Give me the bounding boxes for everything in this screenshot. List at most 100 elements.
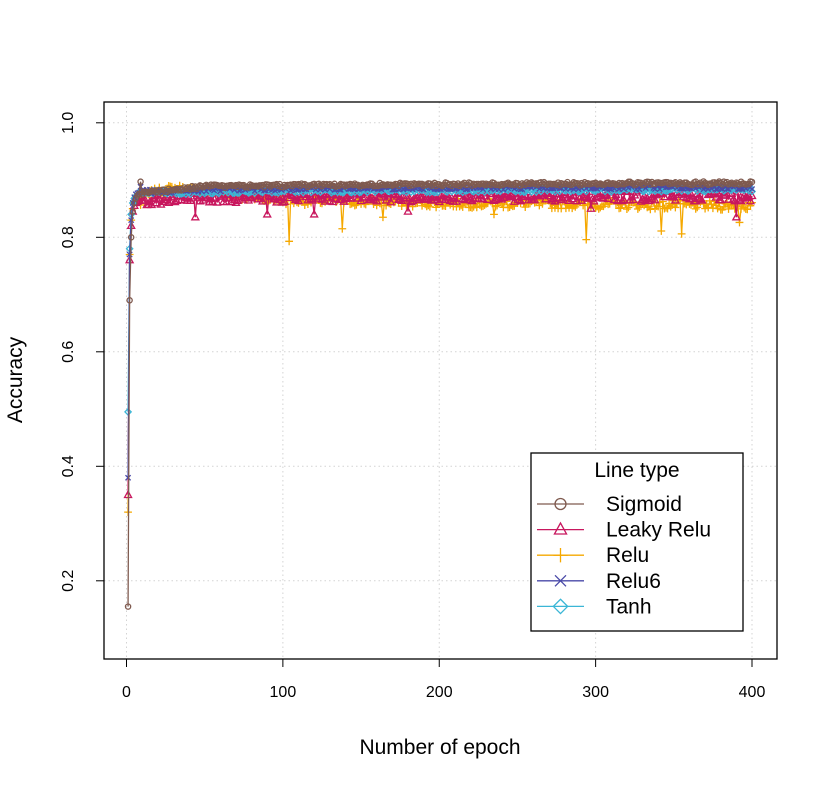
data-point xyxy=(628,194,638,203)
data-point xyxy=(350,201,359,210)
data-point xyxy=(240,192,250,201)
data-point xyxy=(569,190,579,200)
data-point xyxy=(379,213,387,222)
data-point xyxy=(190,212,200,221)
data-point xyxy=(420,182,427,190)
data-point xyxy=(285,237,294,246)
data-point xyxy=(624,203,633,212)
data-point xyxy=(600,190,610,200)
data-point xyxy=(490,194,501,204)
data-point xyxy=(272,197,282,206)
data-point xyxy=(490,210,498,219)
y-tick-label: 0.2 xyxy=(60,570,77,592)
series-layer xyxy=(123,178,757,610)
legend-box xyxy=(530,452,744,632)
data-point xyxy=(320,196,330,205)
data-point xyxy=(693,203,702,212)
data-point xyxy=(731,212,741,221)
data-point xyxy=(185,195,196,204)
data-point xyxy=(666,202,675,211)
data-point xyxy=(697,195,707,204)
data-point xyxy=(658,197,667,206)
data-point xyxy=(734,195,745,204)
data-point xyxy=(458,193,468,202)
x-tick-label: 0 xyxy=(122,684,131,701)
data-point xyxy=(207,196,218,205)
y-tick-label: 0.8 xyxy=(60,226,77,248)
data-point xyxy=(451,196,462,205)
data-point xyxy=(483,194,493,203)
x-tick-label: 400 xyxy=(739,684,766,701)
data-point xyxy=(619,194,629,204)
series-line xyxy=(127,186,753,412)
legend-label: Relu6 xyxy=(606,570,661,593)
legend-swatch-marker xyxy=(553,548,568,563)
data-point xyxy=(720,178,728,185)
data-point xyxy=(626,178,634,186)
data-point xyxy=(278,197,288,206)
data-point xyxy=(582,235,591,244)
data-point xyxy=(747,190,757,200)
data-point xyxy=(745,195,756,205)
data-point xyxy=(635,203,644,212)
data-point xyxy=(226,196,236,206)
data-point xyxy=(340,193,351,203)
y-tick-label: 0.6 xyxy=(60,341,77,363)
data-point xyxy=(581,192,591,201)
data-point xyxy=(670,195,680,204)
data-point xyxy=(710,197,719,206)
data-point xyxy=(671,203,680,212)
series-sigmoid xyxy=(124,178,756,610)
data-point xyxy=(403,206,413,215)
data-point xyxy=(124,603,132,610)
legend-swatch-marker xyxy=(553,521,568,535)
x-tick-label: 300 xyxy=(582,684,609,701)
data-point xyxy=(515,195,526,205)
data-point xyxy=(564,195,574,204)
data-point xyxy=(359,191,369,201)
data-point xyxy=(304,183,312,191)
legend-item: Tanh xyxy=(537,595,652,618)
legend-title: Line type xyxy=(594,459,679,482)
y-tick-label: 0.4 xyxy=(60,455,77,477)
data-point xyxy=(662,203,670,212)
data-point xyxy=(165,196,175,205)
legend-swatch-marker xyxy=(554,574,567,587)
data-point xyxy=(170,196,180,206)
data-point xyxy=(137,178,144,185)
data-point xyxy=(633,205,642,213)
data-point xyxy=(465,195,476,204)
data-point xyxy=(303,195,313,204)
data-point xyxy=(583,193,593,202)
data-point xyxy=(126,297,133,304)
y-axis-title: Accuracy xyxy=(4,336,27,423)
y-axis: 0.2 0.4 0.6 0.8 1.0 xyxy=(60,112,105,592)
data-point xyxy=(591,192,601,201)
data-point xyxy=(443,179,451,187)
data-point xyxy=(338,224,347,233)
data-point xyxy=(478,194,488,203)
data-point xyxy=(716,195,726,204)
data-point xyxy=(695,193,706,203)
data-point xyxy=(352,200,361,209)
series-line xyxy=(127,183,753,478)
legend-label: Relu xyxy=(606,544,649,567)
x-axis-title: Number of epoch xyxy=(359,736,520,759)
data-point xyxy=(386,196,396,206)
legend-item: Relu xyxy=(537,544,649,567)
data-point xyxy=(276,192,286,201)
data-point xyxy=(711,192,721,201)
data-point xyxy=(279,196,290,205)
legend-swatch-marker xyxy=(554,497,567,511)
data-point xyxy=(262,209,272,218)
data-point xyxy=(221,196,232,206)
data-point xyxy=(347,193,357,202)
data-point xyxy=(200,193,210,202)
data-point xyxy=(381,195,391,204)
data-point xyxy=(586,203,596,212)
data-point xyxy=(422,193,432,202)
legend-label: Leaky Relu xyxy=(606,519,711,542)
legend-label: Sigmoid xyxy=(606,493,682,516)
